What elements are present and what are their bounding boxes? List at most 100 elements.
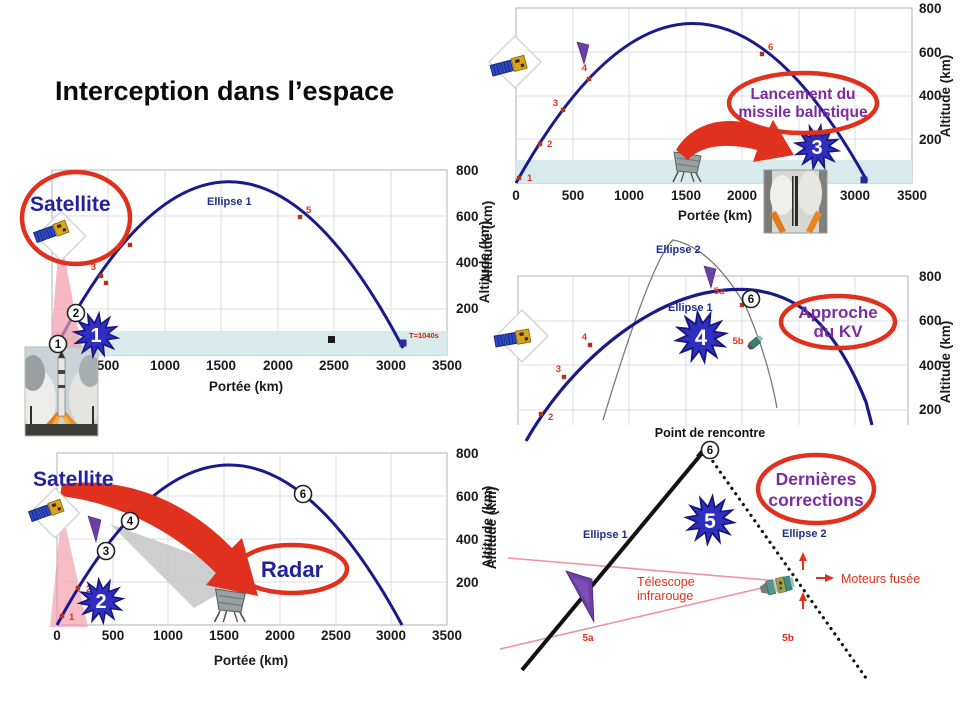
ellipse2-track-dotted: [707, 454, 868, 680]
ellipse1-label: Ellipse 1: [583, 529, 628, 541]
y-tick: 600: [456, 489, 479, 504]
track-point: [560, 107, 566, 113]
x-axis-label: Portée (km): [214, 653, 288, 668]
ground-marker-square: [328, 336, 335, 343]
x-tick: 1000: [153, 628, 183, 643]
y-axis-label: Altitude (km): [480, 201, 495, 284]
ground-band: [52, 331, 447, 355]
kv-deploy-marker: [576, 41, 590, 66]
x-tick: 0: [53, 628, 61, 643]
track-point-label: 3: [553, 98, 558, 109]
ellipse1-label: Ellipse 1: [668, 302, 713, 314]
track-point-label: 4: [582, 63, 588, 74]
kv-marker: [703, 265, 717, 290]
launch-callout-line2: missile balistique: [738, 104, 868, 121]
y-tick: 400: [456, 532, 479, 547]
ground-band: [516, 160, 912, 183]
waypoint-6: 6: [293, 484, 313, 504]
svg-text:5: 5: [704, 510, 716, 533]
kill-vehicle-icon: [747, 335, 764, 350]
panel-step3-missile-launch: 0 500 1000 1500 2000 2500 3000 3500 Port…: [488, 1, 953, 234]
x-tick: 3000: [376, 628, 406, 643]
track-point: [297, 214, 303, 220]
corrections-callout-line1: Dernières: [776, 469, 857, 489]
svg-text:4: 4: [127, 516, 134, 528]
y-tick: 200: [919, 132, 942, 147]
track-point: [59, 613, 65, 619]
track-point-label: 2: [86, 584, 91, 595]
approach-callout-line1: Approche: [798, 303, 877, 322]
satellite-label: Satellite: [30, 193, 111, 216]
step-burst-4: 4: [671, 307, 731, 367]
x-tick: 2500: [321, 628, 351, 643]
missile-launch-photo: [763, 169, 828, 234]
track-point: [98, 273, 104, 279]
rocket-launch-photo: [24, 346, 99, 437]
y-tick: 200: [919, 402, 942, 417]
waypoint-6: 6: [700, 440, 720, 460]
y-tick: 400: [456, 255, 479, 270]
kv-marker-label: 5b: [732, 336, 743, 347]
track-point-label: 6: [768, 42, 773, 53]
y-tick: 600: [919, 45, 942, 60]
y-axis-label: Altitude (km): [938, 321, 953, 404]
y-tick: 400: [919, 358, 942, 373]
y-axis-label: Altitude (km): [484, 487, 499, 570]
impact-point-square: [399, 339, 407, 347]
radar-label: Radar: [261, 557, 324, 582]
ellipse2-label: Ellipse 2: [782, 528, 827, 540]
track-point-label: 2: [547, 139, 552, 150]
x-tick: 500: [97, 358, 120, 373]
y-tick: 200: [456, 575, 479, 590]
satellite-beam: [50, 510, 88, 627]
track-point-label: 1: [527, 173, 533, 184]
page-title: Interception dans l’espace: [55, 76, 394, 106]
track-point: [586, 76, 592, 82]
track-point: [587, 342, 593, 348]
step-burst-1: 1: [70, 309, 122, 361]
y-axis-label: Altitude (km): [480, 486, 495, 569]
x-tick: 0: [512, 188, 520, 203]
track-point-label: 1: [69, 612, 75, 623]
y-tick: 400: [919, 88, 942, 103]
panel-step5-final-corrections: Altitude (km) Télescope infrarouge 5a 5b: [484, 426, 920, 680]
svg-text:6: 6: [300, 489, 306, 501]
svg-text:6: 6: [748, 294, 754, 306]
y-tick: 800: [456, 163, 479, 178]
x-tick: 2000: [727, 188, 757, 203]
corrections-callout-line2: corrections: [768, 490, 864, 510]
track-point: [739, 302, 745, 308]
svg-text:3: 3: [103, 546, 109, 558]
kv-marker-label: 5a: [714, 286, 725, 297]
approach-callout-ellipse: [778, 293, 898, 351]
y-tick: 800: [919, 1, 942, 16]
x-tick: 2500: [319, 358, 349, 373]
kv-silhouette-highlight: [572, 577, 590, 608]
track-point: [561, 374, 567, 380]
svg-text:2: 2: [95, 591, 106, 613]
x-tick: 500: [102, 628, 125, 643]
panel-step1-launch-detection: 0 500 1000 1500 2000 2500 3000 3500 Port…: [19, 163, 495, 437]
y-tick: 600: [456, 209, 479, 224]
ballistic-trajectory: [524, 287, 874, 442]
x-tick: 2000: [265, 628, 295, 643]
svg-text:4: 4: [695, 325, 708, 350]
telescope-fov-upper: [507, 557, 780, 582]
x-tick: 3500: [897, 188, 927, 203]
x-axis-label: Portée (km): [678, 208, 752, 223]
impact-time-label: T=1040s: [409, 331, 439, 340]
approach-callout-line2: du KV: [813, 322, 863, 341]
track-point-label: 3: [91, 262, 96, 273]
x-tick: 3500: [432, 628, 462, 643]
track-point: [75, 585, 81, 591]
track-point: [516, 175, 522, 181]
radar-callout-ellipse: [234, 542, 350, 596]
kill-vehicle-icon: [759, 575, 795, 596]
track-point: [759, 51, 765, 57]
satellite-callout-ellipse: [19, 169, 133, 267]
y-tick: 600: [919, 313, 942, 328]
svg-text:2: 2: [73, 308, 79, 320]
impact-point-square: [860, 176, 868, 184]
ballistic-trajectory: [514, 22, 869, 184]
